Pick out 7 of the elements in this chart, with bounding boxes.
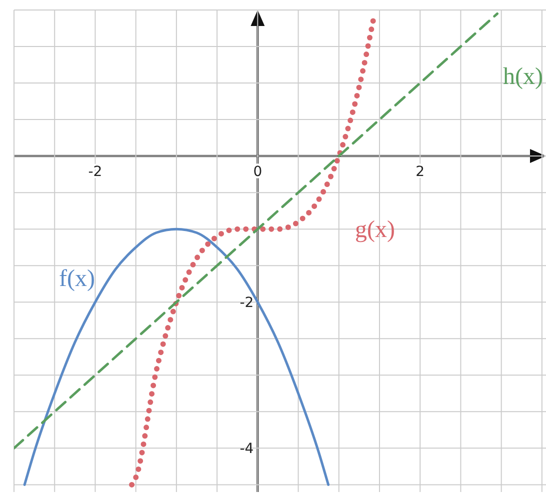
line-series bbox=[23, 228, 330, 486]
x-tick-label: -2 bbox=[88, 164, 102, 180]
x-tick-label: 2 bbox=[416, 164, 425, 180]
series-label: h(x) bbox=[503, 64, 543, 90]
y-tick-label: -4 bbox=[240, 441, 254, 458]
series-label: g(x) bbox=[355, 217, 395, 243]
series-label: f(x) bbox=[59, 266, 95, 292]
